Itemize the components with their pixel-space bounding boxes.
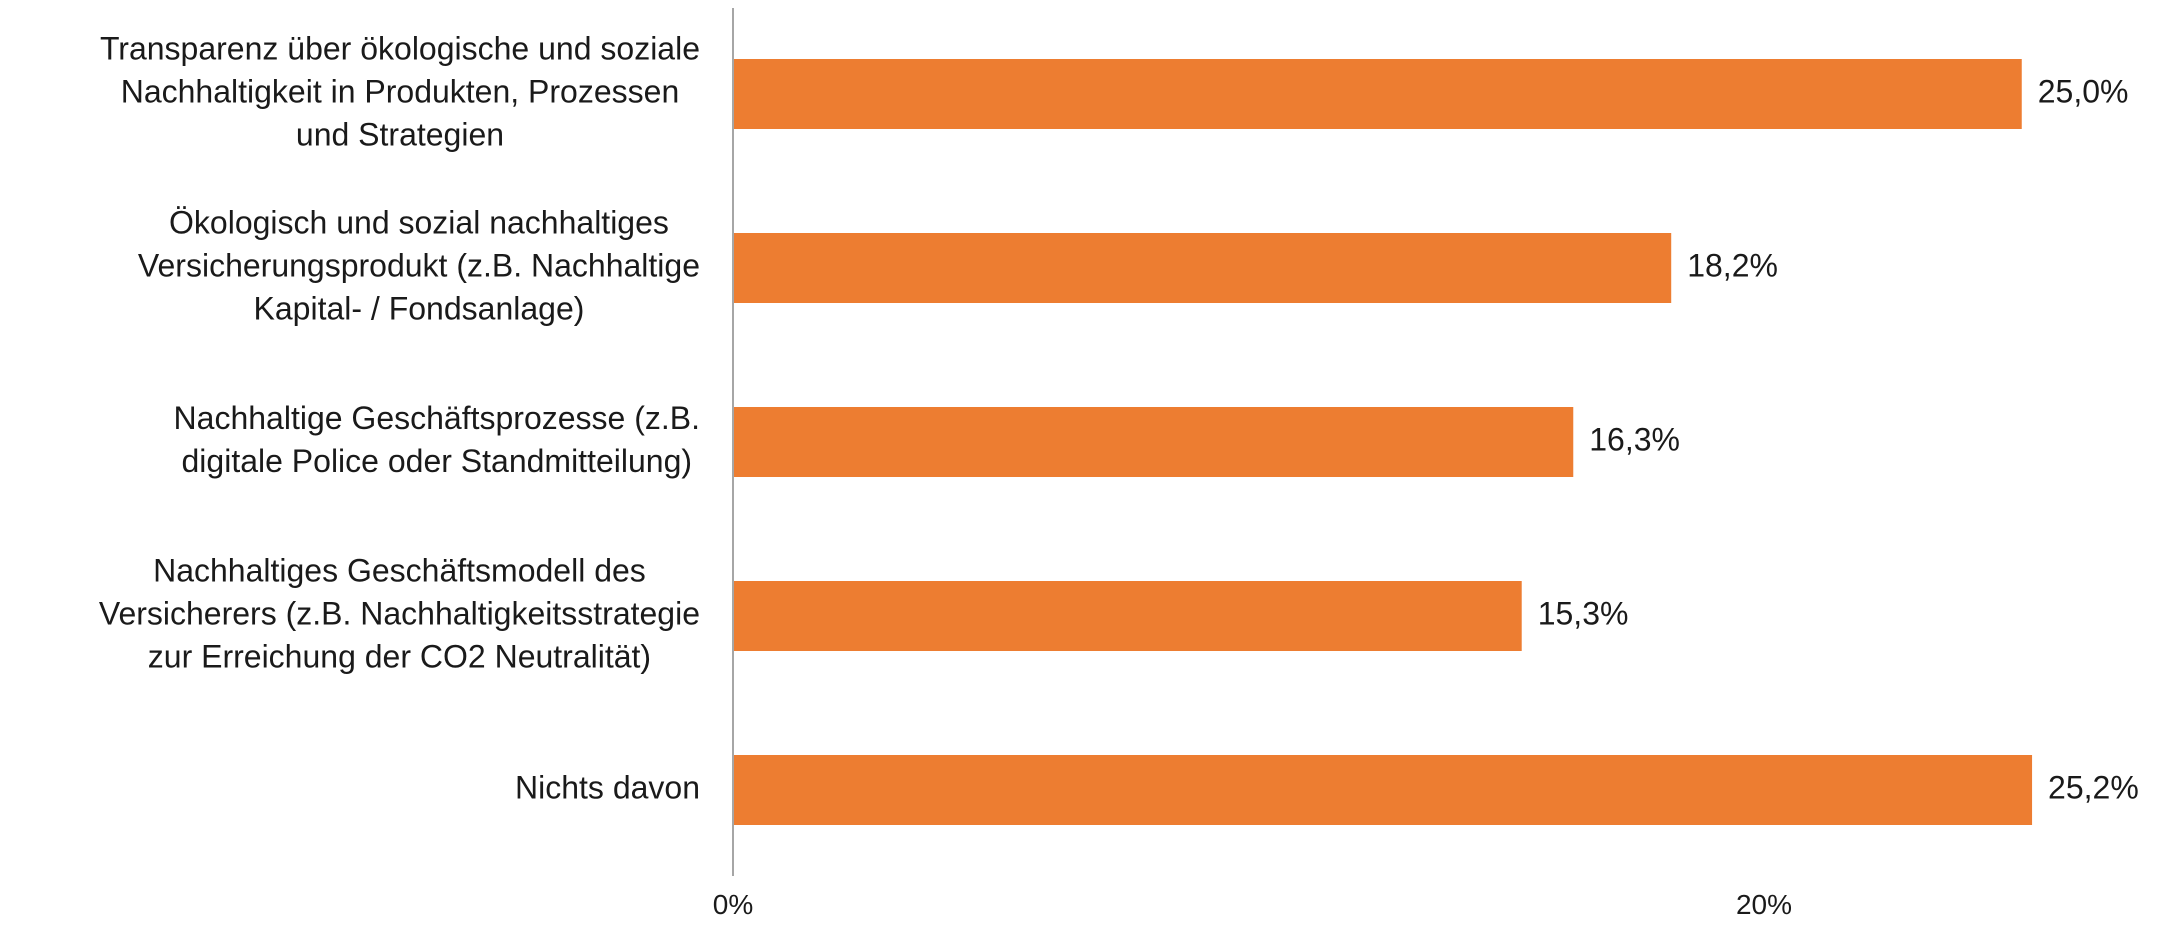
category-labels: Transparenz über ökologische und soziale… [99,30,700,805]
x-tick-label-2: 20% [1736,889,1792,920]
category-label-line: Transparenz über ökologische und soziale [100,30,700,66]
value-label-1: 25,0% [2038,73,2129,109]
category-label-line: Versicherers (z.B. Nachhaltigkeitsstrate… [99,595,700,631]
bar-2 [733,233,1672,303]
value-label-5: 25,2% [2048,769,2139,805]
category-label-line: Nachhaltiges Geschäftsmodell des [153,552,646,588]
bar-4 [733,581,1522,651]
category-label-line: zur Erreichung der CO2 Neutralität) [148,638,651,674]
value-label-3: 16,3% [1589,421,1680,457]
category-label-5: Nichts davon [515,769,700,805]
value-label-4: 15,3% [1538,595,1629,631]
x-tick-label-1: 0% [713,889,753,920]
category-label-line: Nachhaltigkeit in Produkten, Prozessen [121,73,680,109]
bar-5 [733,755,2033,825]
category-label-1: Transparenz über ökologische und soziale… [100,30,700,152]
bars [733,59,2033,825]
bar-1 [733,59,2022,129]
bar-3 [733,407,1574,477]
category-label-2: Ökologisch und sozial nachhaltiges Versic… [138,204,700,326]
category-label-line: und Strategien [296,116,504,152]
value-label-2: 18,2% [1687,247,1778,283]
category-label-line: Nachhaltige Geschäftsprozesse (z.B. [174,400,700,436]
category-label-line: Nichts davon [515,769,700,805]
category-label-3: Nachhaltige Geschäftsprozesse (z.B. digit… [174,400,700,479]
category-label-line: Ökologisch und sozial nachhaltiges [169,204,669,240]
category-label-line: Kapital- / Fondsanlage) [254,290,585,326]
x-axis-ticks: 0% 20% [713,889,1792,920]
value-labels: 25,0% 18,2% 16,3% 15,3% 25,2% [1538,73,2139,805]
category-label-4: Nachhaltiges Geschäftsmodell des Versiche… [99,552,700,674]
category-label-line: digitale Police oder Standmitteilung) [182,443,693,479]
category-label-line: Versicherungsprodukt (z.B. Nachhaltige [138,247,700,283]
